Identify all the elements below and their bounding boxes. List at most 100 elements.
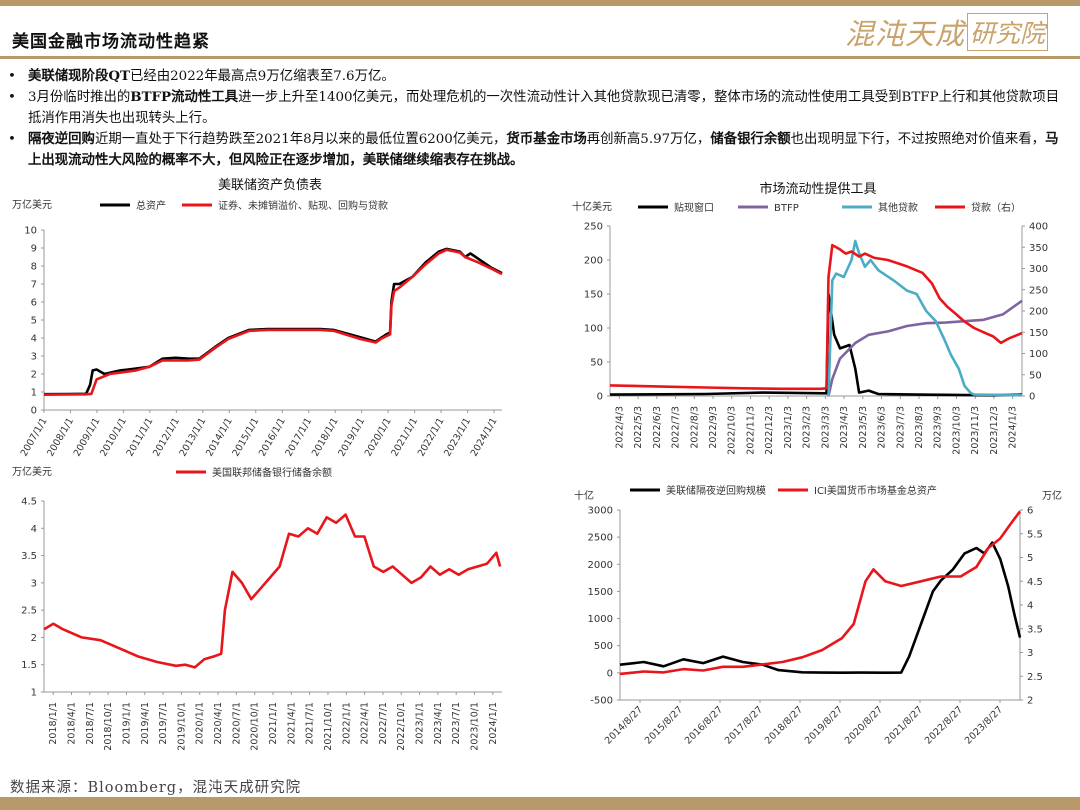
x-tick-label: 2021/8/27 [883, 704, 925, 746]
y-tick-label: 3 [31, 578, 37, 589]
y-tick-label: 200 [584, 256, 603, 267]
x-tick-label: 2022/9/3 [708, 406, 719, 449]
x-tick-label: 2021/1/1 [268, 702, 279, 745]
legend-label: 总资产 [136, 199, 166, 212]
bullet-item: • 隔夜逆回购近期一直处于下行趋势跌至2021年8月以来的最低位置6200亿美元，… [8, 131, 1059, 168]
top-accent-bar [0, 0, 1080, 6]
x-tick-label: 2022/8/3 [689, 406, 700, 449]
y-axis-label: 十亿 [574, 489, 594, 502]
title-divider [0, 56, 1080, 59]
x-tick-label: 2023/11/3 [970, 406, 981, 455]
series-line [609, 243, 1023, 391]
x-tick-label: 2017/8/27 [723, 704, 765, 746]
x-tick-label: 2024/1/1 [488, 702, 499, 745]
y2-tick-label: 150 [1029, 328, 1048, 339]
legend-label: BTFP [774, 203, 799, 214]
y2-tick-label: 2.5 [1027, 672, 1043, 683]
legend-label: 其他贷款 [878, 201, 918, 214]
y2-tick-label: 4 [1027, 601, 1033, 612]
y-tick-label: 4 [31, 334, 37, 345]
y-tick-label: 0 [607, 668, 613, 679]
chart1-title: 美联储资产负债表 [217, 178, 322, 193]
y-tick-label: 2000 [588, 560, 613, 571]
y-tick-label: 1 [31, 688, 37, 699]
x-tick-label: 2023/12/3 [989, 406, 1000, 455]
series-line [43, 248, 503, 396]
series-line [609, 292, 1023, 397]
x-tick-label: 2021/7/1 [305, 702, 316, 745]
legend-label: 美国联邦储备银行储备余额 [212, 466, 332, 479]
x-tick-label: 2015/8/27 [643, 704, 685, 746]
x-tick-label: 2023/1/1 [415, 702, 426, 745]
x-tick-label: 2022/1/1 [341, 702, 352, 745]
x-tick-label: 2023/3/3 [820, 406, 831, 449]
x-tick-label: 2023/10/1 [470, 702, 481, 751]
y-tick-label: 4 [31, 524, 37, 535]
y2-tick-label: 400 [1029, 222, 1048, 233]
y2-tick-label: 350 [1029, 243, 1048, 254]
y2-tick-label: 3 [1027, 648, 1033, 659]
x-tick-label: 2022/10/1 [396, 702, 407, 751]
y2-axis-label: 万亿 [1042, 489, 1062, 502]
y-tick-label: 1500 [588, 587, 613, 598]
bullet-item: • 3月份临时推出的BTFP流动性工具进一步上升至1400亿美元，而处理危机的一次… [8, 89, 1060, 126]
y2-tick-label: 3.5 [1027, 624, 1043, 635]
reverse-repo-money-funds-chart: 十亿 万亿 -500 0 500 1000 1500 2000 2500 3000 2 2.5 3 3.5… [574, 484, 1062, 747]
series-line [619, 510, 1022, 676]
x-tick-label: 2019/8/27 [803, 704, 845, 746]
x-tick-label: 2022/6/3 [652, 406, 663, 449]
legend-label: ICI美国货币市场基金总资产 [814, 484, 937, 497]
y-tick-label: 500 [594, 641, 613, 652]
x-tick-label: 2018/7/1 [85, 702, 96, 745]
y2-tick-label: 300 [1029, 264, 1048, 275]
y2-tick-label: 2 [1027, 696, 1033, 707]
x-tick-label: 2020/10/1 [250, 702, 261, 751]
series-line [43, 513, 502, 669]
x-tick-label: 2022/11/3 [745, 406, 756, 455]
x-tick-label: 2018/1/1 [48, 702, 59, 745]
x-tick-label: 2022/10/3 [727, 406, 738, 455]
legend-label: 贷款（右） [971, 201, 1021, 214]
x-tick-label: 2020/4/1 [213, 702, 224, 745]
y-tick-label: 1 [31, 388, 37, 399]
page-title: 美国金融市场流动性趋紧 [12, 32, 210, 52]
series-line [619, 541, 1022, 674]
x-tick-label: 2022/4/1 [360, 702, 371, 745]
y-tick-label: 0 [597, 392, 603, 403]
legend-label: 美联储隔夜逆回购规模 [666, 484, 766, 497]
y-tick-label: 3 [31, 352, 37, 363]
y-axis-label: 万亿美元 [12, 198, 52, 211]
y-tick-label: 2500 [588, 533, 613, 544]
y-tick-label: 10 [24, 226, 37, 237]
x-tick-label: 2023/6/3 [877, 406, 888, 449]
bottom-accent-bar [0, 797, 1080, 810]
series-line [827, 299, 1023, 397]
x-tick-label: 2023/7/1 [451, 702, 462, 745]
y-tick-label: 1000 [588, 614, 613, 625]
liquidity-tools-chart: 十亿美元 0 50 100 150 200 250 0 50 100 150 200 250 300 350… [572, 200, 1048, 455]
x-tick-label: 2018/4/1 [66, 702, 77, 745]
y2-tick-label: 5.5 [1027, 529, 1043, 540]
x-tick-label: 2024/1/3 [1008, 406, 1019, 449]
y2-tick-label: 200 [1029, 307, 1048, 318]
y-tick-label: 2 [31, 633, 37, 644]
x-tick-label: 2022/8/27 [923, 704, 965, 746]
x-tick-label: 2023/1/3 [783, 406, 794, 449]
bullet-item: • 美联储现阶段QT已经由2022年最高点9万亿缩表至7.6万亿。 [8, 68, 395, 84]
y2-tick-label: 4.5 [1027, 577, 1043, 588]
y-tick-label: 2 [31, 370, 37, 381]
x-tick-label: 2022/7/1 [378, 702, 389, 745]
x-tick-label: 2023/8/27 [963, 704, 1005, 746]
x-tick-label: 2020/1/1 [195, 702, 206, 745]
x-tick-label: 2023/9/3 [933, 406, 944, 449]
y-tick-label: 6 [31, 298, 37, 309]
bullet-list: • 美联储现阶段QT已经由2022年最高点9万亿缩表至7.6万亿。 • 3月份临时推… [6, 66, 1071, 171]
y-tick-label: 2.5 [21, 606, 37, 617]
x-tick-label: 2019/4/1 [140, 702, 151, 745]
reserve-balances-chart: 万亿美元 1 1.5 2 2.5 3 3.5 4 4.5 2018/1/1 2018/4/1 2018… [12, 465, 502, 751]
y-tick-label: 3000 [588, 506, 613, 517]
y2-tick-label: 6 [1027, 506, 1033, 517]
y-axis-label: 十亿美元 [572, 200, 612, 213]
y2-tick-label: 50 [1029, 370, 1042, 381]
y-axis-label: 万亿美元 [12, 465, 52, 478]
